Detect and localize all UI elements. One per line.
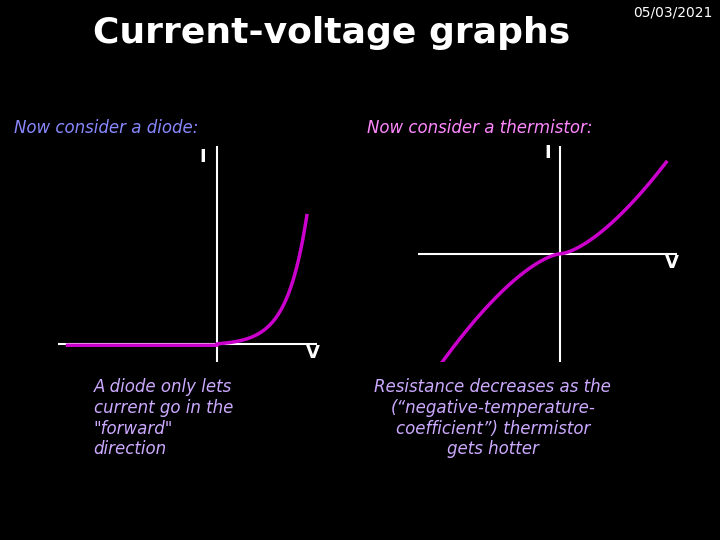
Text: I: I (544, 144, 551, 161)
Text: I: I (200, 147, 207, 166)
Text: Now consider a diode:: Now consider a diode: (14, 119, 199, 137)
Text: 05/03/2021: 05/03/2021 (634, 5, 713, 19)
Text: A diode only lets
current go in the
"forward"
direction: A diode only lets current go in the "for… (94, 378, 233, 458)
Text: V: V (306, 344, 320, 362)
Text: Now consider a thermistor:: Now consider a thermistor: (367, 119, 593, 137)
Text: V: V (665, 254, 678, 272)
Text: Resistance decreases as the
(“negative-temperature-
coefficient”) thermistor
get: Resistance decreases as the (“negative-t… (374, 378, 611, 458)
Text: Current-voltage graphs: Current-voltage graphs (93, 16, 570, 50)
